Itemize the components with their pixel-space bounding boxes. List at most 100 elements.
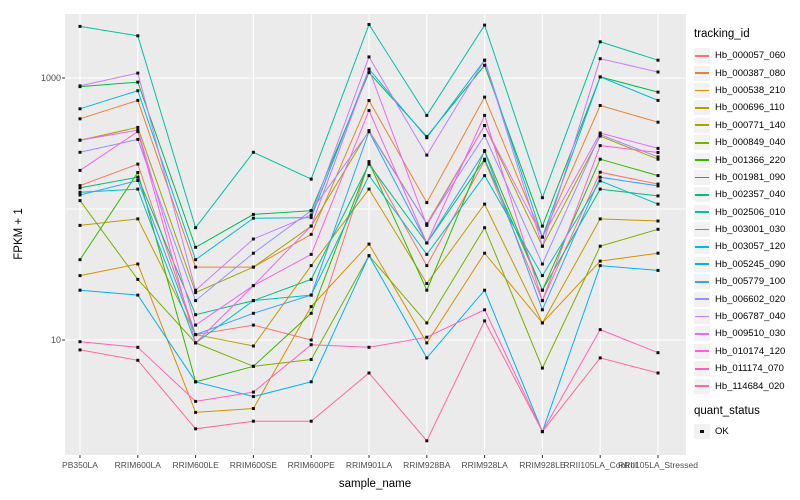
legend-key	[694, 100, 710, 116]
data-point	[367, 109, 371, 112]
data-point	[367, 55, 371, 59]
line-swatch-icon	[695, 263, 709, 266]
data-point	[367, 371, 371, 375]
y-tick-label: 10	[50, 335, 61, 345]
data-point	[540, 244, 544, 248]
legend-label: Hb_009510_030	[715, 328, 786, 340]
x-axis-title: sample_name	[338, 478, 412, 490]
data-point	[136, 89, 140, 93]
data-point	[483, 157, 487, 161]
data-point	[194, 265, 198, 269]
y-tick-label: 1000	[40, 73, 61, 83]
legend-item: Hb_003001_030	[694, 221, 798, 238]
data-point	[483, 113, 487, 117]
x-tick-label: RRIM928LA	[461, 460, 508, 470]
data-point	[656, 70, 660, 74]
data-point	[251, 212, 255, 216]
legend-item: Hb_005245_090	[694, 256, 798, 273]
data-point	[194, 299, 198, 303]
data-point	[309, 177, 313, 181]
data-point	[540, 366, 544, 370]
legend-label: Hb_000696_110	[715, 102, 785, 114]
data-point	[309, 209, 313, 213]
data-point	[78, 223, 82, 227]
data-point	[251, 323, 255, 327]
data-point	[78, 190, 82, 194]
data-point	[367, 23, 371, 26]
legend-key	[694, 309, 710, 325]
data-point	[194, 258, 198, 262]
data-point	[136, 80, 140, 84]
data-point	[309, 224, 313, 228]
data-point	[598, 131, 602, 135]
data-point	[78, 168, 82, 172]
x-tick-label: RRIM928BA	[403, 460, 451, 470]
legend-item-quant-ok: OK	[694, 423, 798, 440]
data-point	[194, 427, 198, 431]
line-swatch-icon	[695, 211, 709, 214]
data-point	[78, 117, 82, 121]
x-tick-label: RRIM600LE	[172, 460, 219, 470]
data-point	[78, 138, 82, 142]
data-point	[656, 251, 660, 255]
data-point	[194, 341, 198, 345]
data-point	[656, 98, 660, 102]
data-point	[136, 162, 140, 166]
data-point	[309, 338, 313, 342]
data-point	[309, 358, 313, 361]
data-point	[309, 252, 313, 256]
data-point	[251, 150, 255, 154]
legend-item: Hb_001366_220	[694, 151, 798, 168]
y-axis-title: FPKM + 1	[13, 208, 25, 260]
legend-label: OK	[715, 426, 729, 437]
legend-item: Hb_000538_210	[694, 82, 798, 99]
data-point	[598, 179, 602, 183]
legend-key	[694, 135, 710, 151]
legend-key	[694, 291, 710, 307]
data-point	[367, 174, 371, 178]
data-point	[598, 175, 602, 179]
data-point	[540, 196, 544, 200]
data-point	[309, 277, 313, 281]
data-point	[194, 288, 198, 292]
line-swatch-icon	[695, 228, 709, 231]
data-point	[251, 407, 255, 410]
x-tick-label: RRII105LA_Control	[563, 460, 638, 470]
data-point	[483, 202, 487, 206]
line-swatch-icon	[695, 89, 709, 92]
data-point	[78, 186, 82, 190]
data-point	[425, 282, 429, 285]
data-point	[540, 299, 544, 303]
legend-key	[694, 343, 710, 359]
data-point	[540, 235, 544, 239]
data-point	[656, 151, 660, 154]
data-point	[656, 351, 660, 355]
data-point	[194, 291, 198, 295]
data-point	[251, 395, 255, 399]
x-tick-label: PB350LA	[62, 460, 98, 470]
data-point	[78, 199, 82, 203]
legend-key	[694, 48, 710, 64]
x-tick-label: RRIM901LA	[345, 460, 393, 470]
data-point	[656, 202, 660, 206]
data-point	[598, 133, 602, 137]
data-point	[367, 130, 371, 134]
data-point	[425, 335, 429, 339]
data-point	[425, 223, 429, 227]
data-point	[367, 99, 371, 102]
legend-key	[694, 256, 710, 272]
data-point	[656, 371, 660, 375]
data-point	[194, 399, 198, 403]
line-swatch-icon	[695, 315, 709, 318]
data-point	[78, 340, 82, 344]
data-point	[136, 175, 140, 179]
legend-item: Hb_002357_040	[694, 186, 798, 203]
data-point	[194, 380, 198, 384]
legend-label: Hb_002357_040	[715, 189, 786, 201]
data-point	[136, 217, 140, 221]
legend-label: Hb_000538_210	[715, 84, 786, 96]
data-point	[656, 194, 660, 198]
legend-item: Hb_000057_060	[694, 47, 798, 64]
legend-key	[694, 169, 710, 185]
legend-item: Hb_001981_090	[694, 169, 798, 186]
